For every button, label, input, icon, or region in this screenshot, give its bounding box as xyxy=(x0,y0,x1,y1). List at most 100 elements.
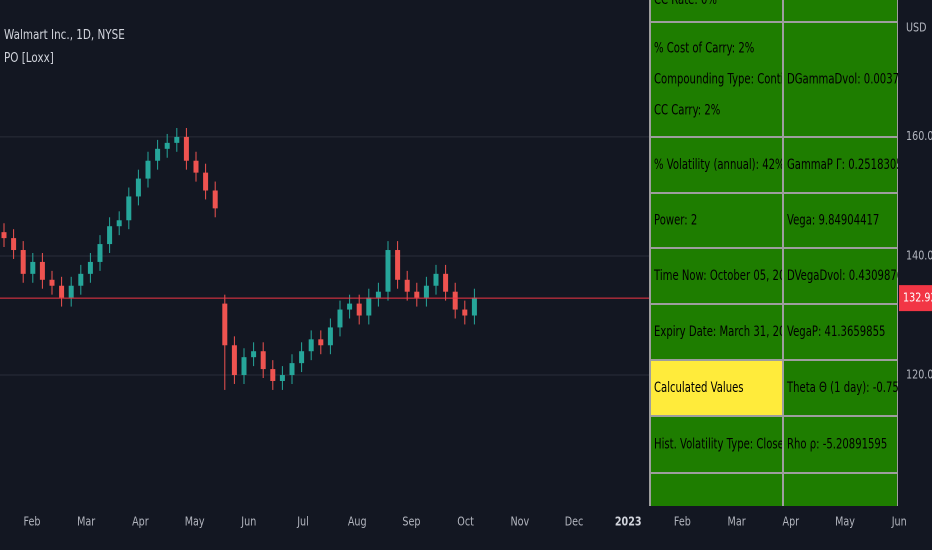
candle-body xyxy=(270,369,276,381)
indicator-name: PO [Loxx] xyxy=(4,50,54,65)
table-cell xyxy=(782,0,898,23)
candle-body xyxy=(222,303,228,346)
candle-body xyxy=(395,250,401,280)
candle-body xyxy=(452,291,458,310)
x-tick-label: Mar xyxy=(77,514,96,528)
candle-body xyxy=(59,285,65,298)
x-tick-label: Oct xyxy=(457,514,474,528)
candle-body xyxy=(241,357,247,376)
candle-body xyxy=(366,297,372,316)
table-cell xyxy=(649,136,784,194)
candle-body xyxy=(164,142,170,149)
last-price-label: 132.92 xyxy=(903,290,932,304)
candle-body xyxy=(145,160,151,179)
candle-body xyxy=(231,345,237,376)
cell-text: Power: 2 xyxy=(654,212,697,228)
axes: 120.00 140.00 160.00 Feb Mar Apr May Jun Jul Aug S… xyxy=(24,129,932,529)
cell-text: DVegaDvol: 0.43098768 xyxy=(787,267,910,283)
candle-body xyxy=(462,309,468,316)
cell-text: CC Carry: 2% xyxy=(654,102,720,118)
candle-body xyxy=(20,250,26,274)
table-cell xyxy=(782,303,898,361)
candle-body xyxy=(385,250,391,292)
candle-body xyxy=(337,309,343,328)
cell-text: % Cost of Carry: 2% xyxy=(654,40,754,56)
candle-body xyxy=(327,327,333,346)
table-cell xyxy=(649,192,784,249)
x-tick-label: May xyxy=(835,514,855,528)
cell-text: Theta Θ (1 day): -0.75813218 xyxy=(786,379,932,395)
candle-body xyxy=(423,285,429,298)
x-tick-label: Jul xyxy=(296,514,308,528)
candle-body xyxy=(174,136,180,143)
table-cell xyxy=(782,415,898,474)
table-cell xyxy=(649,21,784,138)
x-tick-label: Jun xyxy=(240,514,256,528)
table-cell xyxy=(782,247,898,305)
table-cell xyxy=(782,21,898,138)
cell-text: DGammaDvol: 0.00378151 xyxy=(787,71,925,87)
x-tick-label: Sep xyxy=(402,514,420,528)
currency: USD xyxy=(906,20,927,34)
candle-body xyxy=(49,279,55,286)
x-tick-label: May xyxy=(185,514,205,528)
table-cell xyxy=(782,192,898,249)
candle-body xyxy=(404,279,410,292)
x-tick-label: Feb xyxy=(674,514,691,528)
cell-text: CC Rate: 0% xyxy=(654,0,717,7)
table-cell xyxy=(782,359,898,417)
x-tick-label: Feb xyxy=(24,514,41,528)
chart-title: Walmart Inc., 1D, NYSE xyxy=(4,27,125,42)
candle-body xyxy=(279,375,285,381)
y-tick-label: 140.00 xyxy=(906,248,932,262)
candle-body xyxy=(155,148,161,161)
candle-body xyxy=(78,273,84,286)
x-tick-label: Nov xyxy=(510,514,529,528)
candle-body xyxy=(318,339,324,346)
y-tick-label: 120.00 xyxy=(906,367,932,381)
candle-body xyxy=(260,351,266,370)
candle-body xyxy=(308,339,314,352)
candle-body xyxy=(11,238,17,251)
candles xyxy=(0,127,650,390)
candle-body xyxy=(471,297,477,316)
candle-body xyxy=(116,220,122,227)
cell-text: VegaP: 41.3659855 xyxy=(787,323,885,339)
table-cell xyxy=(649,303,784,361)
x-tick-label: Dec xyxy=(565,514,584,528)
candle-body xyxy=(68,285,74,298)
candle-body xyxy=(347,303,353,310)
candle-body xyxy=(299,351,305,364)
candle-body xyxy=(414,291,420,298)
candle-body xyxy=(193,160,199,173)
table-cell xyxy=(649,359,784,417)
x-tick-label: Aug xyxy=(348,514,367,528)
candle-body xyxy=(433,273,439,286)
y-tick-label: 160.00 xyxy=(906,129,932,143)
x-tick-label: Jun xyxy=(891,514,907,528)
candle-body xyxy=(251,351,257,358)
candle-body xyxy=(375,291,381,298)
cell-text: Compounding Type: Continuous xyxy=(654,71,814,87)
candle-body xyxy=(135,178,141,197)
x-tick-label: Apr xyxy=(782,514,799,528)
candle-body xyxy=(1,232,7,239)
cell-text: % Volatility (annual): 42% xyxy=(654,156,785,172)
x-tick-label: 2023 xyxy=(615,514,642,528)
last-price-box xyxy=(899,285,932,312)
table: CC Rate: 0% % Cost of Carry: 2% Compoundin… xyxy=(649,0,932,506)
candle-body xyxy=(97,244,103,262)
candle-body xyxy=(30,261,36,274)
candle-body xyxy=(183,136,189,161)
cell-text: GammaP Γ: 0.25183051 xyxy=(787,156,909,172)
candle-body xyxy=(203,172,209,191)
candle-body xyxy=(289,363,295,376)
candle-body xyxy=(212,190,218,209)
cell-text: Vega: 9.84904417 xyxy=(787,212,879,228)
candle-body xyxy=(356,303,362,316)
candle-body xyxy=(107,226,113,245)
cell-text: Rho ρ: -5.20891595 xyxy=(787,436,887,452)
candle-body xyxy=(126,196,132,221)
table-cell xyxy=(782,472,898,506)
